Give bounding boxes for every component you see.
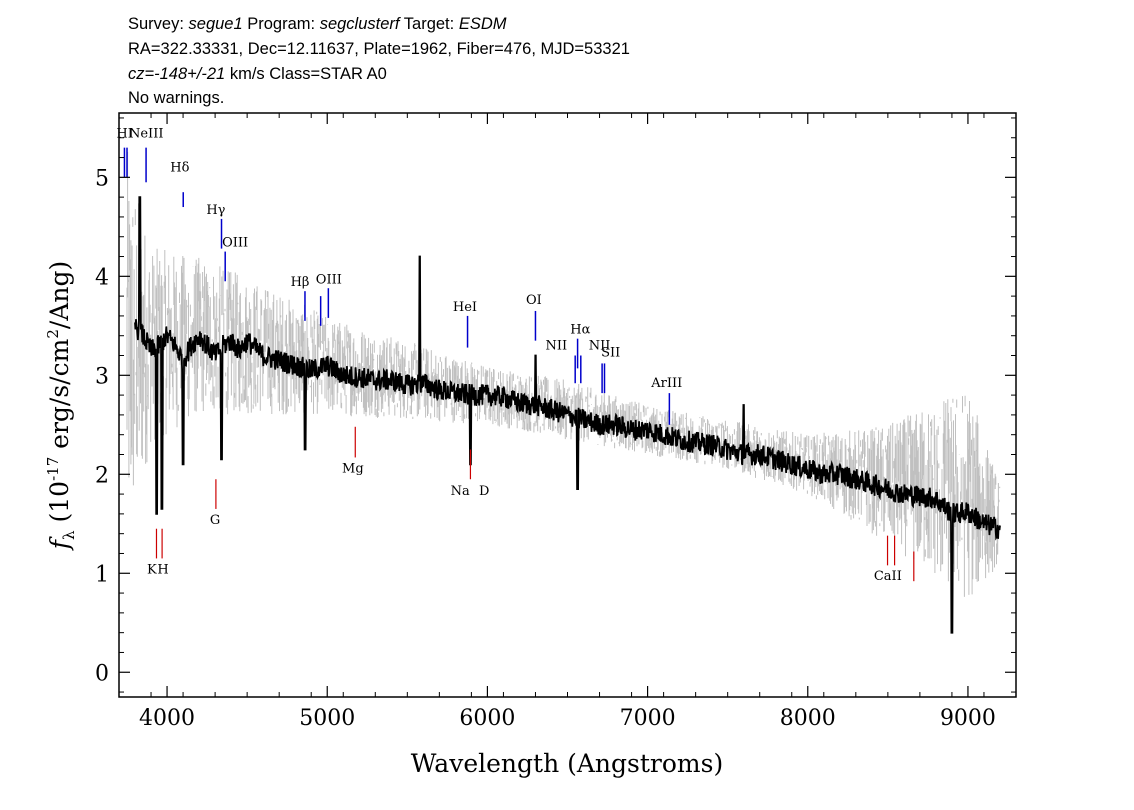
x-tick-label: 8000 [780,706,836,731]
header-line-1: Survey: segue1 Program: segclusterf Targ… [128,15,507,33]
absorption-label: H [157,562,168,577]
emission-label: OI [526,293,542,308]
absorption-label: CaII [874,569,902,584]
y-tick-label: 1 [95,562,109,587]
absorption-label: D [479,484,489,499]
absorption-label: K [147,562,157,577]
axis-ticks: 4000 5000 6000 7000 8000 9000 0 1 2 3 4 5 [95,113,1017,731]
x-tick-label: 4000 [139,706,195,731]
header-line-2: RA=322.33331, Dec=12.11637, Plate=1962, … [128,40,630,58]
emission-label: OIII [316,272,342,287]
y-tick-label: 2 [95,463,109,488]
noise-band [126,151,1001,597]
absorption-label: G [210,513,220,528]
survey-label: Survey: [128,15,189,33]
program-label: Program: [243,15,320,33]
noise-band-path [126,151,1001,597]
emission-label: NII [545,339,567,354]
emission-label: Hα [570,323,590,338]
header-line-3: cz=-148+/-21 km/s Class=STAR A0 [128,65,387,83]
y-axis-label: fλ (10-17 erg/s/cm2/Ang) [44,261,78,551]
emission-label: NII [589,339,611,354]
cz-value: -148+/-21 [154,65,225,83]
y-tick-label: 4 [95,265,109,290]
y-tick-label: 0 [95,661,109,686]
header: Survey: segue1 Program: segclusterf Targ… [128,15,630,107]
emission-label: HeI [453,300,477,315]
x-tick-label: 9000 [940,706,996,731]
emission-label: Hγ [206,203,225,218]
class-text: km/s Class=STAR A0 [225,65,387,83]
y-tick-label: 5 [95,166,109,191]
absorption-label: Mg [342,461,364,476]
y-tick-label: 3 [95,364,109,389]
flux-line [134,196,1001,634]
header-line-4: No warnings. [128,89,224,107]
emission-label: Hβ [291,275,310,290]
target-label: Target: [400,15,459,33]
absorption-label: Na [451,484,470,499]
emission-label: SII [601,345,620,360]
x-tick-label: 6000 [459,706,515,731]
survey-value: segue1 [189,15,243,33]
program-value: segclusterf [320,15,402,33]
x-axis-label: Wavelength (Angstroms) [411,749,723,778]
emission-label: NeIII [129,127,163,142]
emission-label: OIII [222,236,248,251]
line-markers [123,147,915,582]
emission-label: Hδ [170,160,189,175]
x-tick-label: 5000 [299,706,355,731]
x-tick-label: 7000 [620,706,676,731]
target-value: ESDM [459,15,507,33]
emission-label: ArIII [650,376,682,391]
flux-series [134,196,1001,634]
cz-label: cz= [128,65,155,83]
